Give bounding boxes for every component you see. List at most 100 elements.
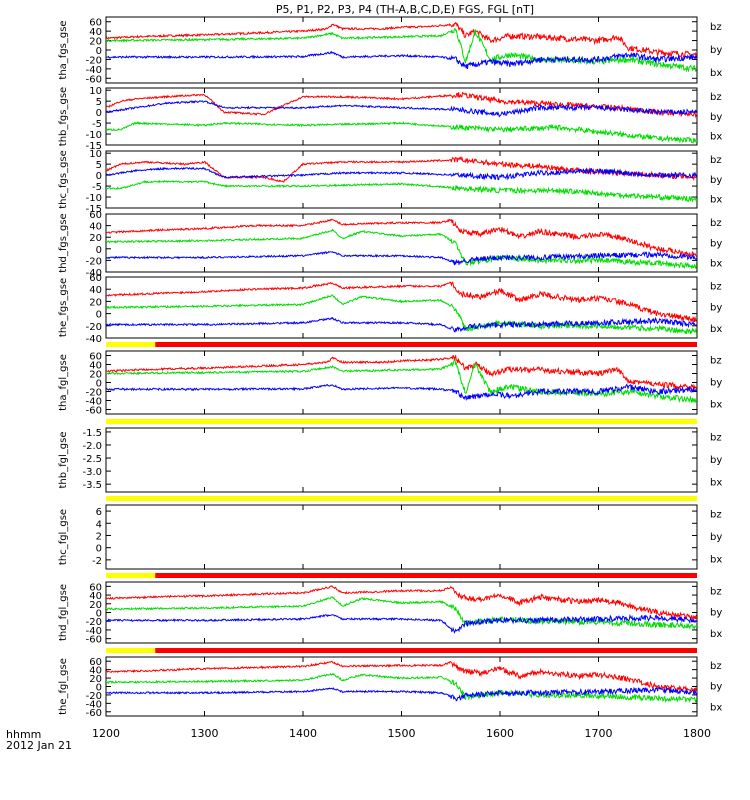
y-tick-label: 60 <box>89 657 102 668</box>
y-tick-label: 60 <box>89 352 102 363</box>
y-tick-label: 40 <box>89 222 102 233</box>
legend-bx: bx <box>710 324 722 335</box>
panel-frame <box>105 427 698 493</box>
legend-bz: bz <box>710 92 722 103</box>
y-tick-label: 60 <box>89 582 102 593</box>
legend-by: by <box>710 455 722 466</box>
y-tick-label: -20 <box>86 256 102 267</box>
panel-frame <box>105 150 698 209</box>
series-bx-line <box>106 166 697 181</box>
y-tick-label: -2.5 <box>82 454 102 465</box>
panel-label: tha_fgl_gse <box>58 354 69 411</box>
x-tick-label: 1500 <box>388 727 416 740</box>
series-by-line <box>106 228 697 269</box>
flag-bar-yellow <box>106 573 156 578</box>
legend-bz: bz <box>710 22 722 33</box>
x-tick-label: 1400 <box>289 727 317 740</box>
x-axis-label-hhmm: hhmm <box>6 728 41 741</box>
legend-bz: bz <box>710 356 722 367</box>
legend-by: by <box>710 608 722 619</box>
y-tick-label: 40 <box>89 27 102 38</box>
series-bx-line <box>106 613 697 634</box>
series-by-line <box>106 179 697 203</box>
legend-bz: bz <box>710 281 722 292</box>
series-bx-line <box>106 686 697 702</box>
legend-bz: bz <box>710 510 722 521</box>
legend-bz: bz <box>710 433 722 444</box>
y-tick-label: 0 <box>96 379 102 390</box>
legend-bx: bx <box>710 68 722 79</box>
y-tick-label: 40 <box>89 361 102 372</box>
y-tick-label: 10 <box>89 149 102 160</box>
y-tick-label: -2.0 <box>82 441 102 452</box>
y-tick-label: 2 <box>96 531 102 542</box>
x-tick-label: 1700 <box>585 727 613 740</box>
y-tick-label: -5 <box>92 119 102 130</box>
series-by-line <box>106 596 697 630</box>
y-tick-label: -15 <box>86 141 102 152</box>
legend-by: by <box>710 532 722 543</box>
y-tick-label: 0 <box>96 245 102 256</box>
series-by-line <box>106 294 697 335</box>
y-tick-label: 60 <box>89 18 102 29</box>
y-tick-label: -5 <box>92 182 102 193</box>
y-tick-label: 6 <box>96 507 102 518</box>
y-tick-label: 60 <box>89 210 102 221</box>
flag-bar-yellow <box>106 342 156 347</box>
y-tick-label: -40 <box>86 268 102 279</box>
series-by-line <box>106 121 697 144</box>
y-tick-label: -60 <box>86 708 102 719</box>
series-bz-line <box>106 155 697 183</box>
series-bz-line <box>106 660 697 693</box>
legend-bx: bx <box>710 259 722 270</box>
y-tick-label: 40 <box>89 591 102 602</box>
y-tick-label: -40 <box>86 65 102 76</box>
series-bz-line <box>106 281 697 324</box>
panel-label: tha_fgs_gse <box>58 20 69 79</box>
panel-label: thc_fgl_gse <box>58 509 69 565</box>
y-tick-label: 20 <box>89 297 102 308</box>
y-tick-label: -10 <box>86 193 102 204</box>
y-tick-label: 20 <box>89 600 102 611</box>
legend-by: by <box>710 682 722 693</box>
y-tick-label: -20 <box>86 55 102 66</box>
legend-bz: bz <box>710 155 722 166</box>
legend-bz: bz <box>710 218 722 229</box>
legend-by: by <box>710 378 722 389</box>
series-bz-line <box>106 585 697 621</box>
panel-thc_fgl_gse: 642 0-2 thc_fgl_gse bz by bx <box>58 504 722 570</box>
y-tick-label: 4 <box>96 519 102 530</box>
legend-bz: bz <box>710 586 722 597</box>
legend-bx: bx <box>710 400 722 411</box>
series-bz-line <box>106 218 697 258</box>
series-bx-line <box>106 383 697 401</box>
y-tick-label: -2 <box>92 556 102 567</box>
legend-bx: bx <box>710 195 722 206</box>
y-tick-label: -40 <box>86 699 102 710</box>
y-tick-label: -40 <box>86 626 102 637</box>
flag-bar-red <box>155 342 697 347</box>
legend-bx: bx <box>710 629 722 640</box>
y-tick-label: -60 <box>86 406 102 417</box>
y-tick-label: 20 <box>89 370 102 381</box>
x-tick-label: 1800 <box>683 727 711 740</box>
y-tick-label: -15 <box>86 204 102 215</box>
y-tick-label: -20 <box>86 388 102 399</box>
y-tick-label: -40 <box>86 334 102 345</box>
y-tick-label: 5 <box>96 160 102 171</box>
panel-label: thb_fgl_gse <box>58 432 69 489</box>
series-bz-line <box>106 21 697 59</box>
legend-by: by <box>710 303 722 314</box>
flag-bar-yellow <box>106 648 156 653</box>
legend-by: by <box>710 238 722 249</box>
legend-bx: bx <box>710 702 722 713</box>
y-tick-label: 40 <box>89 666 102 677</box>
